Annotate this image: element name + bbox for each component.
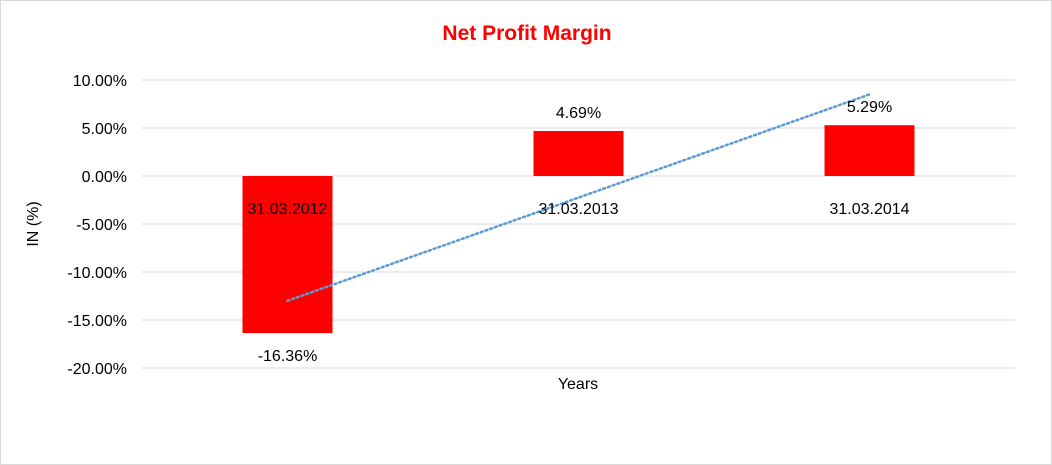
y-tick-label: -20.00% <box>67 361 127 378</box>
y-tick-label: 5.00% <box>82 121 127 138</box>
x-category-label: 31.03.2012 <box>247 201 327 218</box>
y-tick-labels: 10.00% 5.00% 0.00% -5.00% -10.00% -15.00% -20.… <box>67 73 127 378</box>
bar-31.03.2014 <box>824 125 915 176</box>
y-tick-label: -10.00% <box>67 265 127 282</box>
y-tick-label: 10.00% <box>73 73 127 90</box>
y-tick-label: -5.00% <box>76 217 127 234</box>
bar-31.03.2012 <box>242 176 333 334</box>
x-axis-title: Years <box>558 376 598 393</box>
x-category-label: 31.03.2013 <box>538 201 618 218</box>
data-labels: -16.36% 4.69% 5.29% <box>258 99 892 365</box>
chart-title: Net Profit Margin <box>442 22 611 45</box>
bar-layer <box>242 125 915 334</box>
trendline <box>286 93 871 303</box>
category-labels: 31.03.2012 31.03.2013 31.03.2014 <box>247 201 909 218</box>
x-category-label: 31.03.2014 <box>829 201 909 218</box>
bar-31.03.2013 <box>533 130 624 176</box>
data-label: 4.69% <box>556 105 601 122</box>
y-axis-title: IN (%) <box>25 201 42 246</box>
data-label: 5.29% <box>847 99 892 116</box>
data-label: -16.36% <box>258 348 318 365</box>
y-tick-label: -15.00% <box>67 313 127 330</box>
y-tick-label: 0.00% <box>82 169 127 186</box>
trendline-layer <box>286 93 871 303</box>
